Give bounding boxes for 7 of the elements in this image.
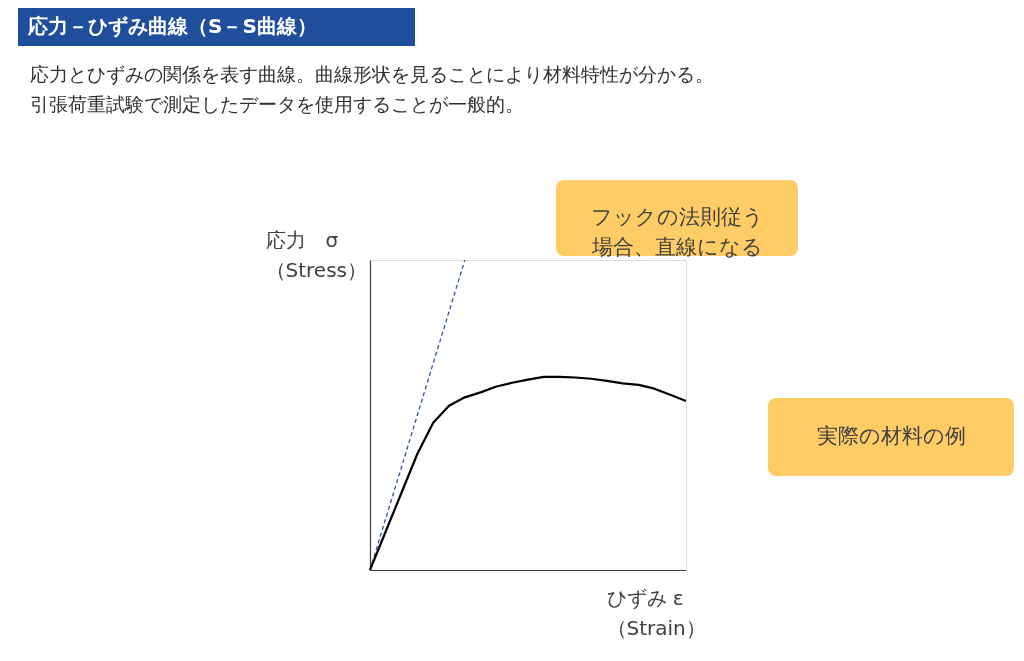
text: フックの法則従う場合、直線になる <box>590 205 764 259</box>
text: 実際の材料の例 <box>816 424 966 448</box>
text: 応力－ひずみ曲線（S－S曲線） <box>27 14 317 38</box>
text: 応力とひずみの関係を表す曲線。曲線形状を見ることにより材料特性が分かる。 <box>30 63 714 85</box>
text: 引張荷重試験で測定したデータを使用することが一般的。 <box>30 93 524 115</box>
y-axis-title: 応力 σ （Stress） <box>265 227 367 282</box>
x-axis-title: ひずみ ε （Strain） <box>606 585 706 640</box>
